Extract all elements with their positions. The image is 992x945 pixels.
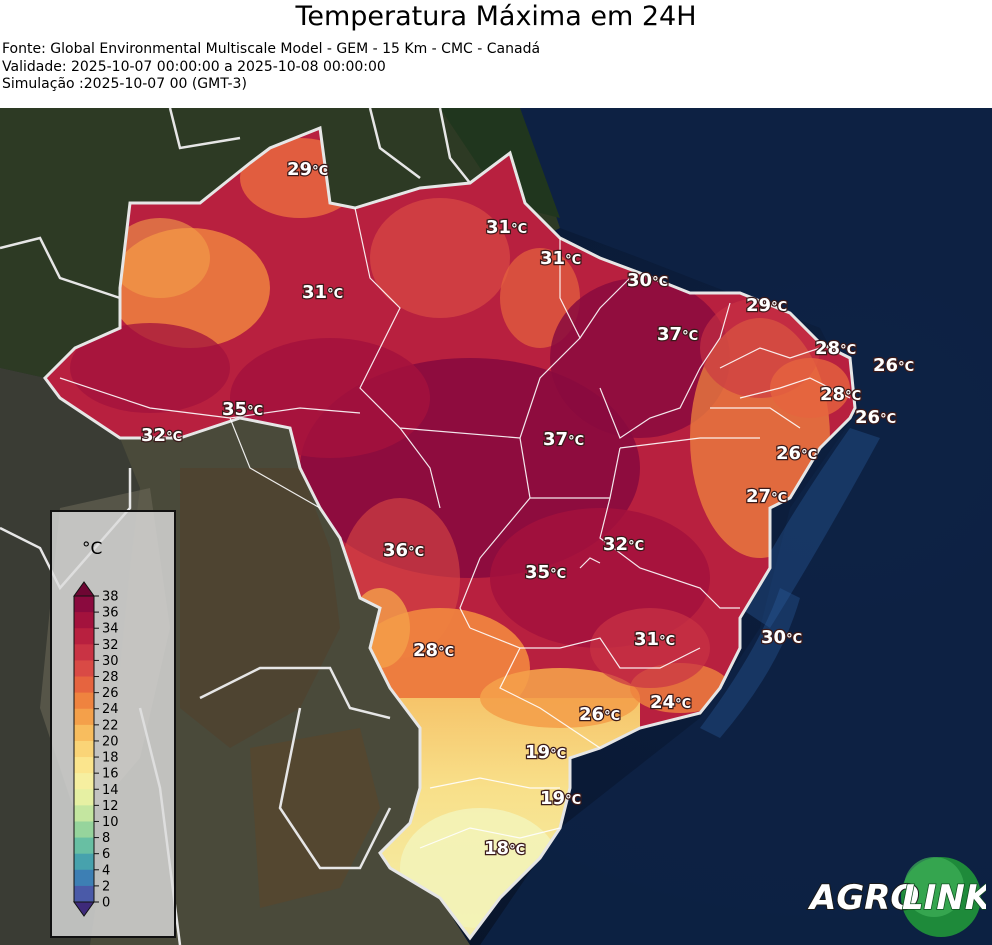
colorbar-segment: [74, 837, 94, 855]
temp-label: 28°C: [820, 384, 861, 405]
colorbar-tick-label: 0: [102, 896, 110, 911]
temp-label: 35°C: [525, 562, 566, 583]
colorbar-tick-label: 34: [102, 622, 119, 637]
temp-label: 32°C: [141, 425, 182, 446]
temp-label: 29°C: [746, 295, 787, 316]
temp-label: 30°C: [627, 270, 668, 291]
temp-label: 27°C: [746, 486, 787, 507]
colorbar-tick-label: 10: [102, 815, 119, 830]
agrolink-logo: AGRO LINK: [806, 853, 986, 938]
colorbar-tick-label: 8: [102, 831, 110, 846]
temp-label: 26°C: [855, 407, 896, 428]
colorbar-tick-label: 22: [102, 718, 119, 733]
colorbar-segment: [74, 885, 94, 903]
colorbar-tick-label: 2: [102, 879, 110, 894]
colorbar-tick-label: 16: [102, 767, 119, 782]
temp-label: 31°C: [486, 217, 527, 238]
temp-label: 37°C: [543, 429, 584, 450]
colorbar-tick-label: 4: [102, 863, 110, 878]
colorbar-segment: [74, 644, 94, 661]
colorbar-segment: [74, 628, 94, 645]
temperature-labels: 29°C 31°C 31°C 31°C 30°C 29°C 37°C 28°C …: [140, 158, 916, 861]
temp-label: 35°C: [222, 399, 263, 420]
temp-label: 26°C: [579, 704, 620, 725]
simulation-text: Simulação :2025-10-07 00 (GMT-3): [2, 76, 247, 92]
colorbar-tick-label: 38: [102, 590, 119, 605]
temp-label: 19°C: [525, 742, 566, 763]
colorbar-segment: [74, 757, 94, 774]
temp-label: 30°C: [761, 627, 802, 648]
colorbar-tick-label: 18: [102, 751, 119, 766]
page-title: Temperatura Máxima em 24H: [295, 1, 697, 32]
temp-label: 24°C: [650, 692, 691, 713]
temp-label: 29°C: [287, 159, 328, 180]
colorbar-tick-label: 32: [102, 638, 119, 653]
temp-label: 31°C: [302, 282, 343, 303]
colorbar-segment: [74, 708, 94, 726]
colorbar-segment: [74, 740, 94, 758]
colorbar-tick-label: 26: [102, 686, 119, 701]
logo-agro-text: AGRO: [807, 878, 919, 918]
colorbar-tick-label: 28: [102, 670, 119, 685]
temp-label: 31°C: [634, 629, 675, 650]
colorbar-segment: [74, 692, 94, 710]
colorbar-segment: [74, 596, 94, 613]
colorbar-segment: [74, 821, 94, 839]
temp-label: 26°C: [873, 355, 914, 376]
colorbar-title: °C: [82, 539, 102, 559]
temperature-map: 29°C 31°C 31°C 31°C 30°C 29°C 37°C 28°C …: [0, 108, 992, 945]
colorbar-segment: [74, 789, 94, 806]
colorbar-tick-label: 30: [102, 654, 119, 669]
colorbar-segment: [74, 853, 94, 871]
temp-label: 26°C: [776, 443, 817, 464]
colorbar-segment: [74, 660, 94, 678]
validity-text: Validade: 2025-10-07 00:00:00 a 2025-10-…: [2, 59, 386, 75]
colorbar-segment: [74, 869, 94, 887]
colorbar-segment: [74, 773, 94, 790]
source-text: Fonte: Global Environmental Multiscale M…: [2, 41, 541, 57]
temp-label: 36°C: [383, 540, 424, 561]
colorbar-tick-label: 24: [102, 702, 119, 717]
colorbar-tick-label: 20: [102, 734, 119, 749]
colorbar-tick-label: 14: [102, 783, 119, 798]
temp-label: 28°C: [413, 640, 454, 661]
temp-label: 28°C: [815, 338, 856, 359]
temp-label: 18°C: [484, 838, 525, 859]
colorbar-segment: [74, 676, 94, 694]
temp-label: 31°C: [540, 248, 581, 269]
temp-label: 19°C: [540, 788, 581, 809]
colorbar-bar: [73, 581, 95, 917]
colorbar-segment: [74, 724, 94, 742]
temp-label: 37°C: [657, 324, 698, 345]
colorbar-segment: [74, 612, 94, 629]
temp-label: 32°C: [603, 534, 644, 555]
colorbar-tick-label: 12: [102, 799, 119, 814]
colorbar-tick-label: 36: [102, 606, 119, 621]
logo-link-text: LINK: [902, 878, 986, 918]
colorbar-tick-label: 6: [102, 847, 110, 862]
colorbar-segment: [74, 805, 94, 822]
